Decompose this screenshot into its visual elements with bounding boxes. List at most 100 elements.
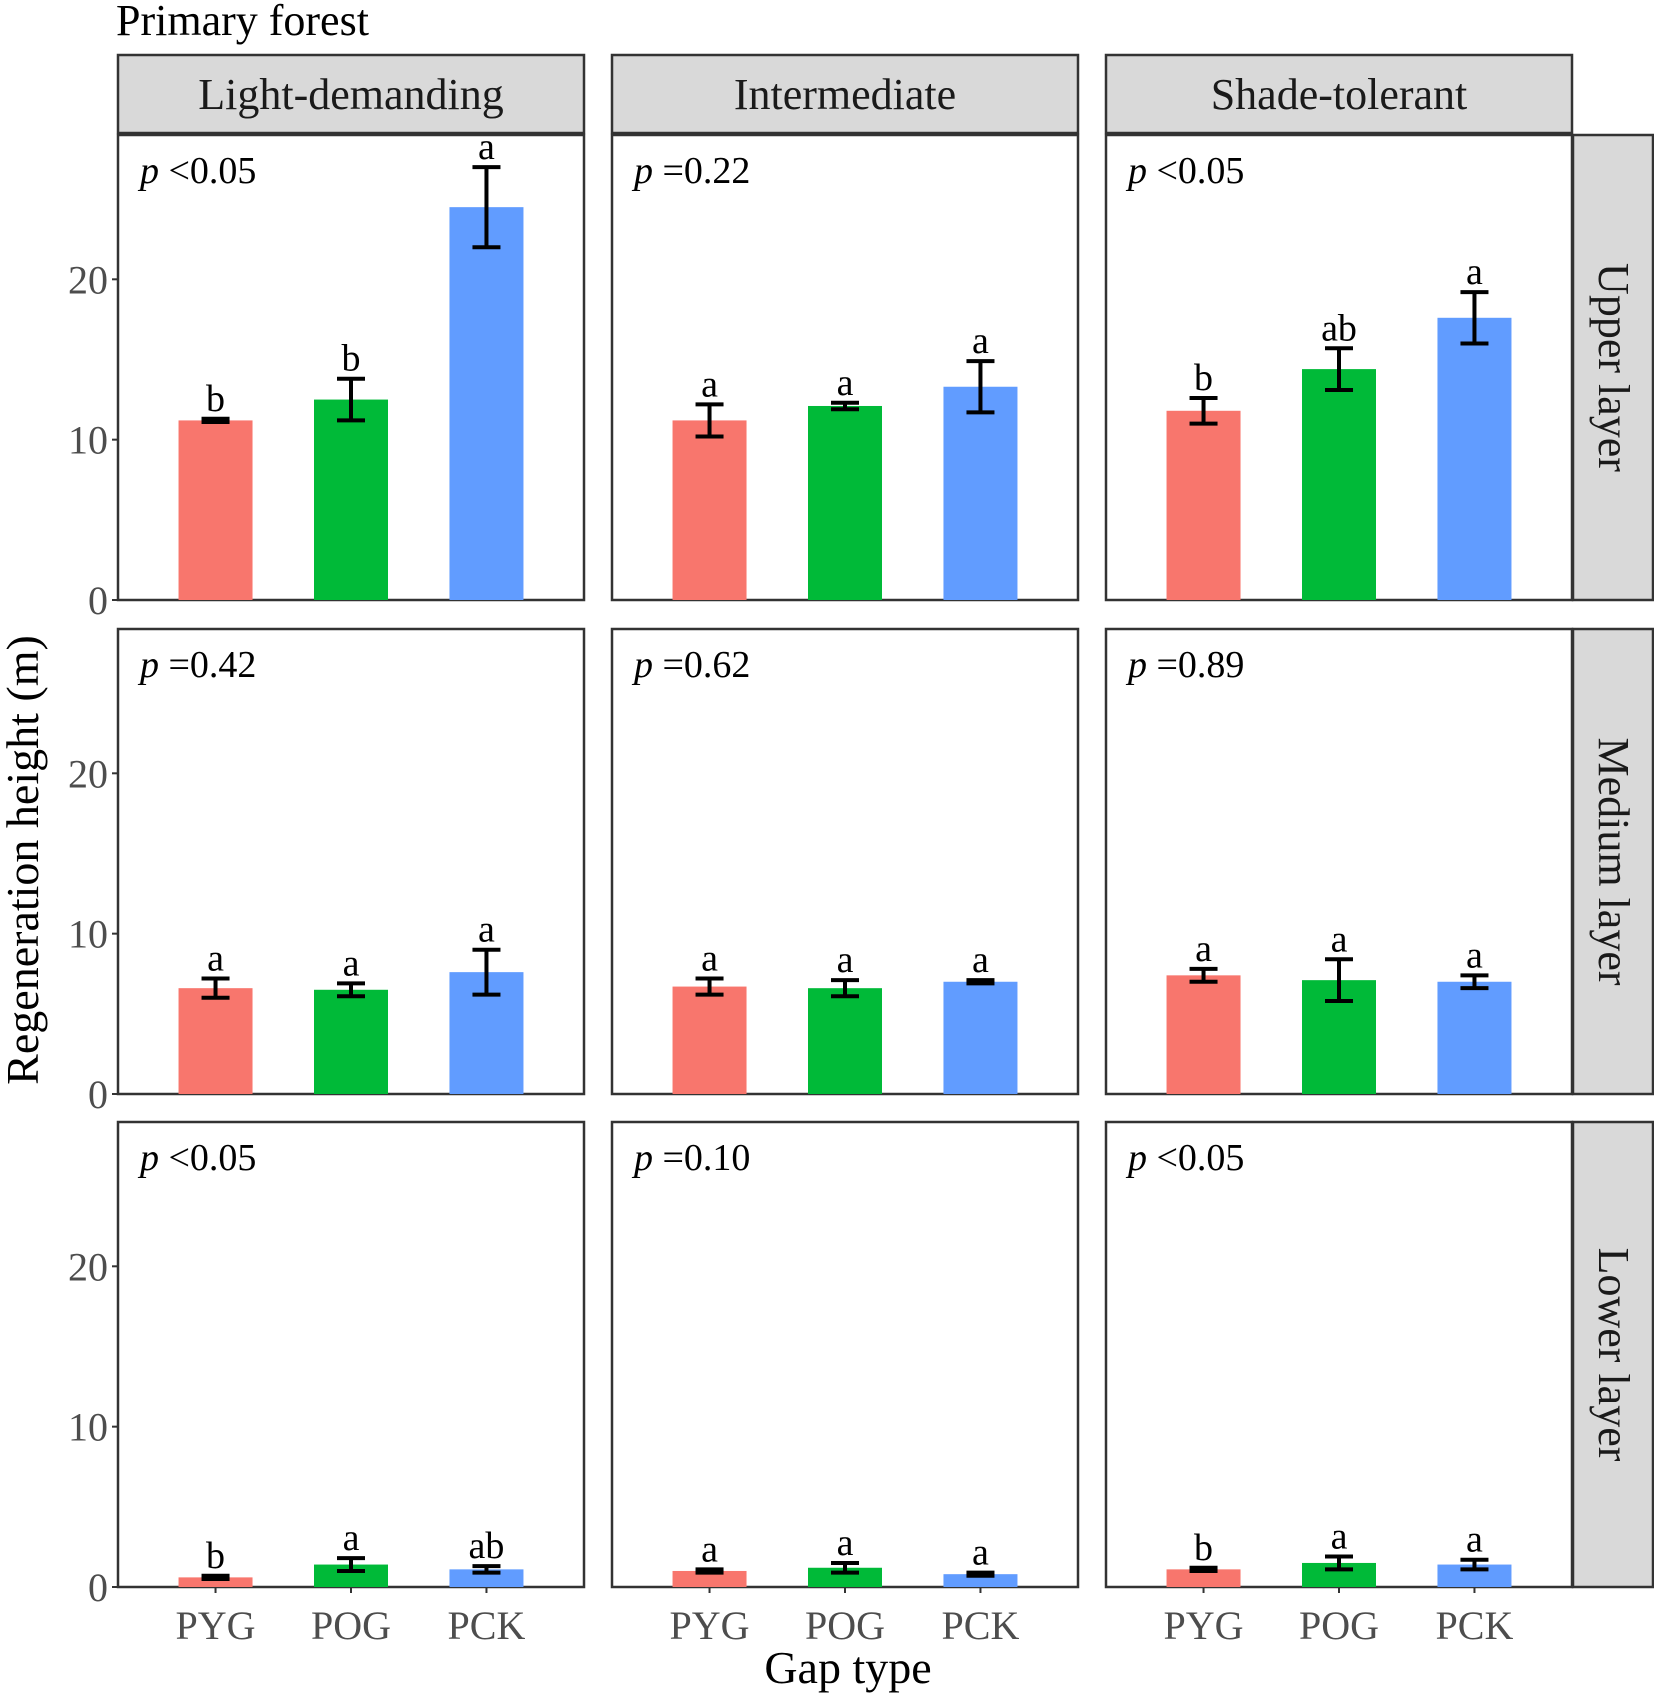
x-tick-label: PYG (1164, 1603, 1244, 1648)
panel-frame (610, 1120, 1080, 1589)
significance-letter: a (207, 938, 224, 980)
error-bar (337, 376, 365, 423)
significance-letter: a (1331, 918, 1348, 960)
significance-letter: a (701, 363, 718, 405)
significance-letter: a (1195, 928, 1212, 970)
x-tick-label: PCK (942, 1603, 1020, 1648)
significance-letter: a (837, 362, 854, 404)
row-strip-label: Upper layer (1589, 263, 1638, 472)
x-tick-label: PYG (176, 1603, 256, 1648)
y-tick-label: 20 (68, 751, 108, 796)
x-tick-label: PYG (670, 1603, 750, 1648)
error-bar (831, 400, 859, 412)
error-bar (201, 1573, 230, 1581)
panel: p =0.10 a a a (610, 1120, 1080, 1589)
panel-frame (1104, 1120, 1574, 1589)
significance-letter: a (1331, 1516, 1348, 1558)
y-axis-title: Regeneration height (m) (0, 635, 48, 1085)
significance-letter: b (342, 338, 361, 380)
significance-letter: b (206, 1535, 225, 1577)
panel: p <0.05 b ab a (1104, 133, 1574, 602)
column-strip-label: Shade-tolerant (1211, 70, 1468, 119)
bar-pyg (1166, 1569, 1241, 1587)
bar-pyg (672, 986, 747, 1094)
panel: p =0.42 a a a (116, 627, 586, 1096)
column-strip (610, 53, 1080, 135)
p-value-label: p =0.89 (1125, 644, 1244, 686)
row-strip (1571, 627, 1654, 1096)
bar-pck (449, 207, 524, 601)
error-bar (337, 1556, 365, 1573)
p-value-label: p <0.05 (1125, 150, 1244, 192)
error-bar (472, 165, 501, 250)
bar-pyg (672, 1570, 747, 1587)
significance-letter: a (701, 938, 718, 980)
p-value-label: p <0.05 (137, 1137, 256, 1179)
y-tick-label: 10 (68, 418, 108, 463)
significance-letter: a (1466, 1519, 1483, 1561)
error-bar (1460, 290, 1489, 346)
y-tick-label: 20 (68, 257, 108, 302)
error-bar (201, 416, 230, 425)
bar-pyg (1166, 975, 1241, 1094)
p-value-label: p <0.05 (1125, 1137, 1244, 1179)
x-axis-title: Gap type (764, 1642, 931, 1693)
bar-pck (1437, 1564, 1512, 1587)
bar-pog (1302, 369, 1376, 600)
significance-letter: a (972, 1532, 989, 1574)
bar-pck (1437, 981, 1512, 1094)
error-bar (831, 978, 859, 999)
significance-letter: a (343, 1517, 360, 1559)
significance-letter: a (972, 939, 989, 981)
significance-letter: b (206, 378, 225, 420)
error-bar (695, 1567, 724, 1575)
error-bar (966, 359, 995, 415)
error-bar (695, 402, 724, 439)
x-tick-label: PCK (448, 1603, 526, 1648)
error-bar (1325, 957, 1353, 1003)
panel-frame (116, 1120, 586, 1589)
bar-pyg (178, 1577, 253, 1587)
bar-pog (808, 988, 882, 1094)
error-bar (1189, 395, 1218, 426)
significance-letter: a (837, 1522, 854, 1564)
y-tick-label: 0 (88, 578, 108, 623)
significance-letter: a (701, 1528, 718, 1570)
bar-pog (808, 405, 882, 600)
panel: p =0.62 a a a (610, 627, 1080, 1096)
significance-letter: b (1194, 1527, 1213, 1569)
row-strip (1571, 133, 1654, 602)
chart-title: Primary forest (116, 0, 369, 45)
column-strip-label: Light-demanding (198, 70, 504, 119)
error-bar (1189, 966, 1218, 984)
error-bar (337, 981, 365, 999)
significance-letter: a (343, 942, 360, 984)
column-strip-label: Intermediate (734, 70, 956, 119)
bar-pyg (178, 420, 253, 600)
significance-letter: ab (469, 1525, 505, 1567)
error-bar (472, 947, 501, 997)
bar-pog (314, 989, 388, 1094)
significance-letter: a (478, 909, 495, 951)
bar-pog (314, 1564, 388, 1587)
bar-pck (1437, 317, 1512, 600)
bar-pog (808, 1567, 882, 1587)
significance-letter: a (837, 939, 854, 981)
y-tick-label: 10 (68, 912, 108, 957)
y-tick-label: 20 (68, 1244, 108, 1289)
bar-pck (943, 1574, 1018, 1587)
error-bar (966, 1570, 995, 1578)
panel: p =0.89 a a a (1104, 627, 1574, 1096)
bar-pck (943, 981, 1018, 1094)
significance-letter: a (1466, 251, 1483, 293)
panel: p =0.22 a a a (610, 133, 1080, 602)
panel: p <0.05 b a a (1104, 1120, 1574, 1589)
row-strip-label: Medium layer (1589, 737, 1638, 985)
column-strip (116, 53, 586, 135)
panels-layer: Light-demanding Intermediate Shade-toleran… (68, 53, 1654, 1648)
y-tick-label: 0 (88, 1072, 108, 1117)
panel: p <0.05 b b a (116, 126, 586, 602)
row-strip-label: Lower layer (1589, 1248, 1638, 1462)
error-bar (695, 976, 724, 997)
